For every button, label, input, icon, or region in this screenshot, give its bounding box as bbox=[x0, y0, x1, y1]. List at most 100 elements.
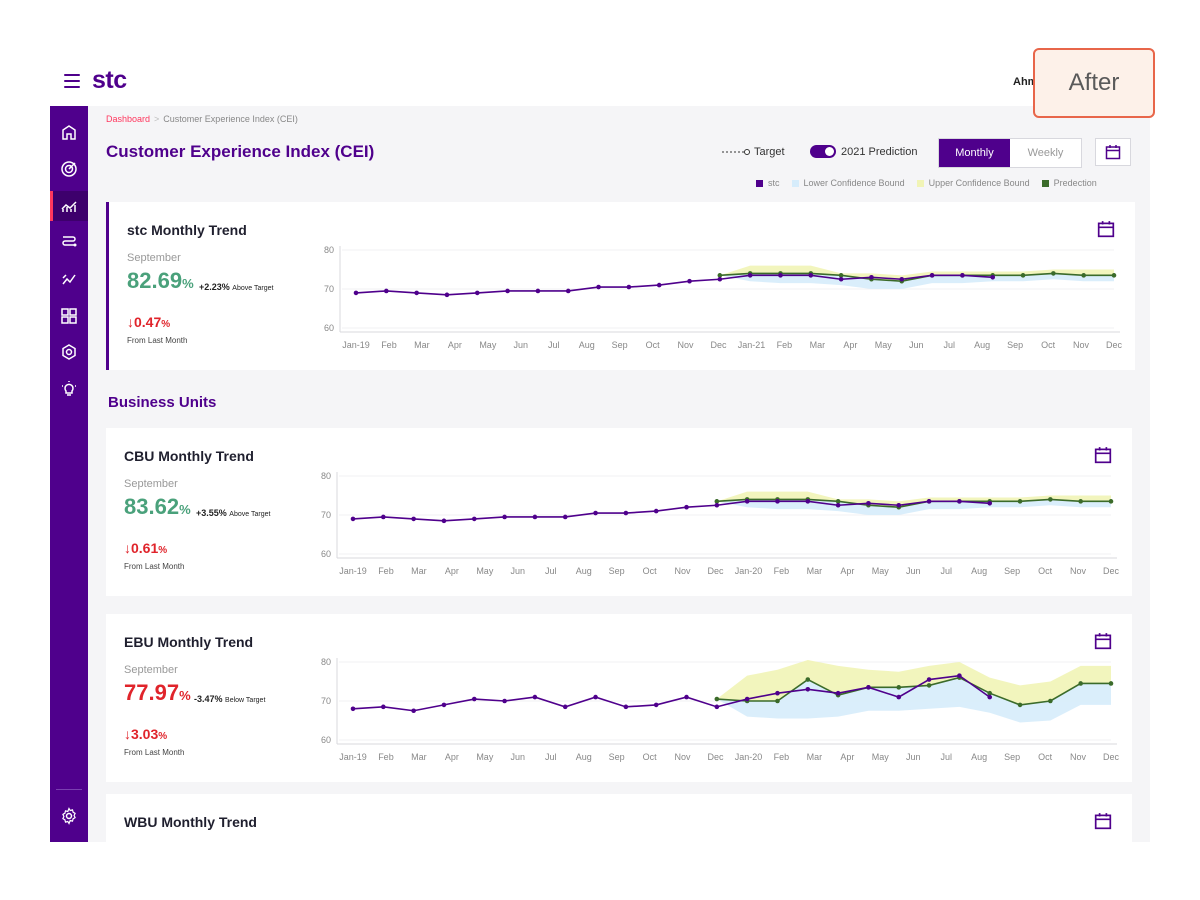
breadcrumb-current: Customer Experience Index (CEI) bbox=[163, 114, 298, 124]
card-calendar-button[interactable] bbox=[1097, 220, 1115, 243]
actual-point bbox=[562, 514, 568, 520]
sidebar-item-targets[interactable] bbox=[50, 154, 88, 184]
actual-point bbox=[866, 501, 871, 506]
sidebar-item-settings[interactable] bbox=[50, 801, 88, 831]
x-tick-label: Apr bbox=[445, 566, 459, 576]
prediction-point bbox=[1108, 499, 1114, 504]
actual-point bbox=[714, 502, 720, 508]
actual-point bbox=[717, 276, 723, 282]
x-tick-label: Feb bbox=[378, 566, 394, 576]
card-delta: +3.55% Above Target bbox=[196, 508, 270, 518]
card-month: September bbox=[124, 478, 178, 490]
card-value: 83.62% bbox=[124, 494, 191, 520]
x-tick-label: Apr bbox=[843, 340, 857, 350]
x-tick-label: Jul bbox=[940, 566, 952, 576]
card-delta: +2.23% Above Target bbox=[199, 282, 273, 292]
calendar-icon bbox=[1094, 447, 1112, 464]
x-tick-label: Jul bbox=[545, 566, 557, 576]
delta-value: -3.47% bbox=[194, 694, 223, 704]
actual-point bbox=[441, 702, 447, 708]
prediction-point bbox=[835, 499, 841, 504]
prediction-point bbox=[714, 696, 720, 702]
prediction-point bbox=[1108, 681, 1114, 686]
actual-point bbox=[384, 288, 389, 294]
tab-monthly[interactable]: Monthly bbox=[939, 139, 1010, 167]
page-title: Customer Experience Index (CEI) bbox=[106, 142, 375, 161]
x-tick-label: Aug bbox=[576, 566, 592, 576]
actual-point bbox=[502, 698, 507, 704]
actual-point bbox=[929, 273, 935, 278]
top-bar: stc Ahm bbox=[50, 62, 1150, 106]
prediction-point bbox=[1048, 497, 1053, 502]
ebu-trend-chart: 60 70 80 Jan-19 Feb Mar Apr May Jun Jul Aug Sep Oct N… bbox=[321, 657, 1119, 762]
x-tick-label: Dec bbox=[1106, 340, 1123, 350]
actual-point bbox=[593, 694, 598, 700]
sidebar-item-insights[interactable] bbox=[50, 374, 88, 404]
menu-icon[interactable] bbox=[64, 74, 80, 88]
actual-point bbox=[474, 290, 480, 296]
upper-confidence-band bbox=[716, 660, 1111, 705]
actual-point bbox=[411, 516, 416, 522]
card-calendar-button[interactable] bbox=[1094, 632, 1112, 655]
breadcrumb-dashboard[interactable]: Dashboard bbox=[106, 114, 151, 124]
x-tick-label: Nov bbox=[675, 566, 692, 576]
sidebar-item-home[interactable] bbox=[50, 117, 88, 147]
actual-point bbox=[593, 510, 598, 516]
calendar-button[interactable] bbox=[1095, 138, 1131, 166]
card-change: ↓0.47% bbox=[127, 314, 171, 330]
card-change: ↓0.61% bbox=[124, 540, 168, 556]
actual-point bbox=[656, 282, 662, 288]
sidebar-item-layers[interactable] bbox=[50, 337, 88, 367]
sidebar-item-trends[interactable] bbox=[50, 191, 88, 221]
legend-label: Upper Confidence Bound bbox=[928, 178, 1030, 188]
x-tick-label: Nov bbox=[1070, 566, 1087, 576]
actual-point bbox=[714, 704, 720, 710]
stc-logo[interactable]: stc bbox=[92, 66, 127, 94]
y-tick-label: 80 bbox=[321, 471, 331, 481]
sidebar-item-apps[interactable] bbox=[50, 301, 88, 331]
change-value: 0.47 bbox=[134, 314, 162, 330]
x-tick-label: Mar bbox=[807, 752, 823, 762]
x-tick-label: Mar bbox=[807, 566, 823, 576]
prediction-label: 2021 Prediction bbox=[841, 146, 918, 158]
actual-point bbox=[957, 673, 962, 678]
actual-point bbox=[808, 273, 814, 278]
card-calendar-button[interactable] bbox=[1094, 446, 1112, 469]
delta-value: +2.23% bbox=[199, 282, 230, 292]
card-change-label: From Last Month bbox=[127, 336, 188, 345]
user-name[interactable]: Ahm bbox=[1013, 76, 1038, 88]
gear-icon bbox=[62, 807, 76, 825]
actual-point bbox=[623, 704, 629, 710]
x-tick-label: Jan-19 bbox=[342, 340, 370, 350]
target-label: Target bbox=[754, 146, 785, 158]
legend-label: Predection bbox=[1053, 178, 1097, 188]
card-value: 82.69% bbox=[127, 268, 194, 294]
tab-weekly[interactable]: Weekly bbox=[1027, 147, 1064, 159]
prediction-point bbox=[1017, 702, 1023, 708]
actual-point bbox=[444, 292, 450, 298]
actual-point bbox=[835, 690, 841, 696]
x-tick-label: Dec bbox=[708, 566, 725, 576]
main-content: Dashboard > Customer Experience Index (CEI… bbox=[88, 106, 1150, 842]
sidebar-item-analytics[interactable] bbox=[50, 264, 88, 294]
card-calendar-button[interactable] bbox=[1094, 812, 1112, 835]
x-tick-label: Mar bbox=[411, 566, 427, 576]
sidebar-item-journey[interactable] bbox=[50, 227, 88, 257]
actual-point bbox=[623, 510, 629, 516]
x-tick-label: Oct bbox=[1038, 752, 1053, 762]
prediction-toggle[interactable] bbox=[810, 145, 836, 158]
analytics-icon bbox=[62, 274, 76, 285]
x-tick-label: May bbox=[476, 752, 494, 762]
card-change: ↓3.03% bbox=[124, 726, 168, 742]
upper-confidence-band bbox=[719, 265, 1114, 282]
x-tick-label: Nov bbox=[1073, 340, 1090, 350]
legend-swatch-stc bbox=[756, 179, 763, 187]
actual-line bbox=[355, 274, 993, 296]
calendar-icon bbox=[1097, 221, 1115, 238]
x-tick-label: Nov bbox=[675, 752, 692, 762]
x-tick-label: Jul bbox=[940, 752, 952, 762]
legend-label: Lower Confidence Bound bbox=[803, 178, 905, 188]
delta-label: Below Target bbox=[225, 697, 266, 704]
calendar-icon bbox=[1094, 633, 1112, 650]
actual-point bbox=[896, 502, 902, 508]
